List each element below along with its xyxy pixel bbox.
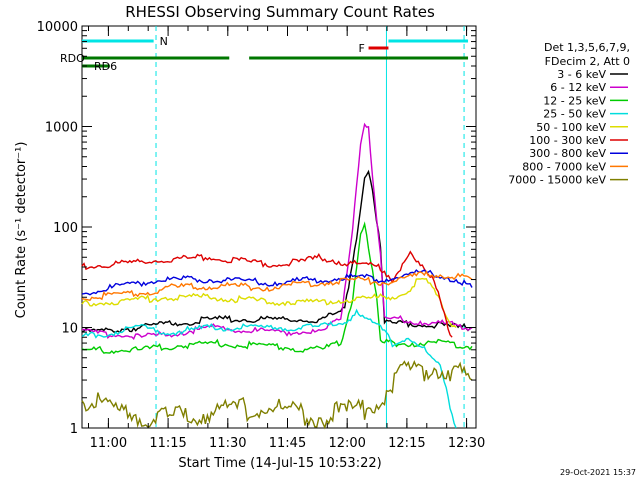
series-line-2	[81, 221, 473, 355]
y-tick-label-3: 1000	[45, 121, 78, 136]
series-line-5	[81, 250, 453, 338]
x-tick-label-3: 11:45	[269, 436, 306, 451]
chart-title: RHESSI Observing Summary Count Rates	[125, 3, 435, 21]
series-line-7	[81, 270, 473, 301]
legend-label-4: 50 - 100 keV	[536, 121, 606, 134]
legend-label-3: 25 - 50 keV	[543, 108, 606, 121]
legend-header-line2: FDecim 2, Att 0	[545, 55, 630, 68]
state-bar-label-rdo: RDO	[60, 52, 85, 65]
y-axis-label: Count Rate (s⁻¹ detector⁻¹)	[14, 142, 29, 319]
y-axis-ticks: 1 10 100 1000 10000	[37, 20, 476, 437]
state-bars: N F RDO RD6	[60, 35, 469, 73]
legend-header-line1: Det 1,3,5,6,7,9,	[544, 41, 630, 54]
plot-area: N F RDO RD6 1 10 100 1000 10000 11:00 11:15 11:30…	[37, 20, 486, 451]
generated-timestamp: 29-Oct-2021 15:37	[560, 468, 636, 477]
series-line-3	[81, 308, 457, 429]
legend-label-8: 7000 - 15000 keV	[508, 174, 606, 187]
state-bar-label-n: N	[160, 35, 168, 48]
x-axis-label: Start Time (14-Jul-15 10:53:22)	[178, 456, 381, 471]
series-line-8	[81, 360, 473, 430]
x-tick-label-6: 12:30	[448, 436, 485, 451]
y-tick-label-2: 100	[53, 221, 78, 236]
x-axis-ticks: 11:00 11:15 11:30 11:45 12:00 12:15 12:30	[87, 26, 485, 451]
legend-label-1: 6 - 12 keV	[550, 81, 606, 94]
series-lines	[81, 122, 473, 430]
y-tick-label-1: 10	[61, 322, 78, 337]
legend-label-7: 800 - 7000 keV	[522, 160, 606, 173]
legend-label-5: 100 - 300 keV	[529, 134, 606, 147]
legend-label-6: 300 - 800 keV	[529, 147, 606, 160]
series-line-4	[81, 277, 457, 329]
legend-label-0: 3 - 6 keV	[557, 68, 606, 81]
legend-label-2: 12 - 25 keV	[543, 94, 606, 107]
x-tick-label-4: 12:00	[328, 436, 365, 451]
series-line-6	[81, 269, 473, 296]
legend: Det 1,3,5,6,7,9, FDecim 2, Att 0 3 - 6 k…	[508, 41, 630, 187]
x-tick-label-1: 11:15	[149, 436, 186, 451]
state-bar-label-f: F	[359, 42, 365, 55]
y-tick-label-4: 10000	[37, 20, 78, 35]
time-markers	[155, 26, 465, 428]
x-tick-label-5: 12:15	[388, 436, 425, 451]
state-bar-label-rd6: RD6	[94, 60, 117, 73]
x-tick-label-2: 11:30	[209, 436, 246, 451]
x-tick-label-0: 11:00	[90, 436, 127, 451]
y-tick-label-0: 1	[70, 422, 78, 437]
